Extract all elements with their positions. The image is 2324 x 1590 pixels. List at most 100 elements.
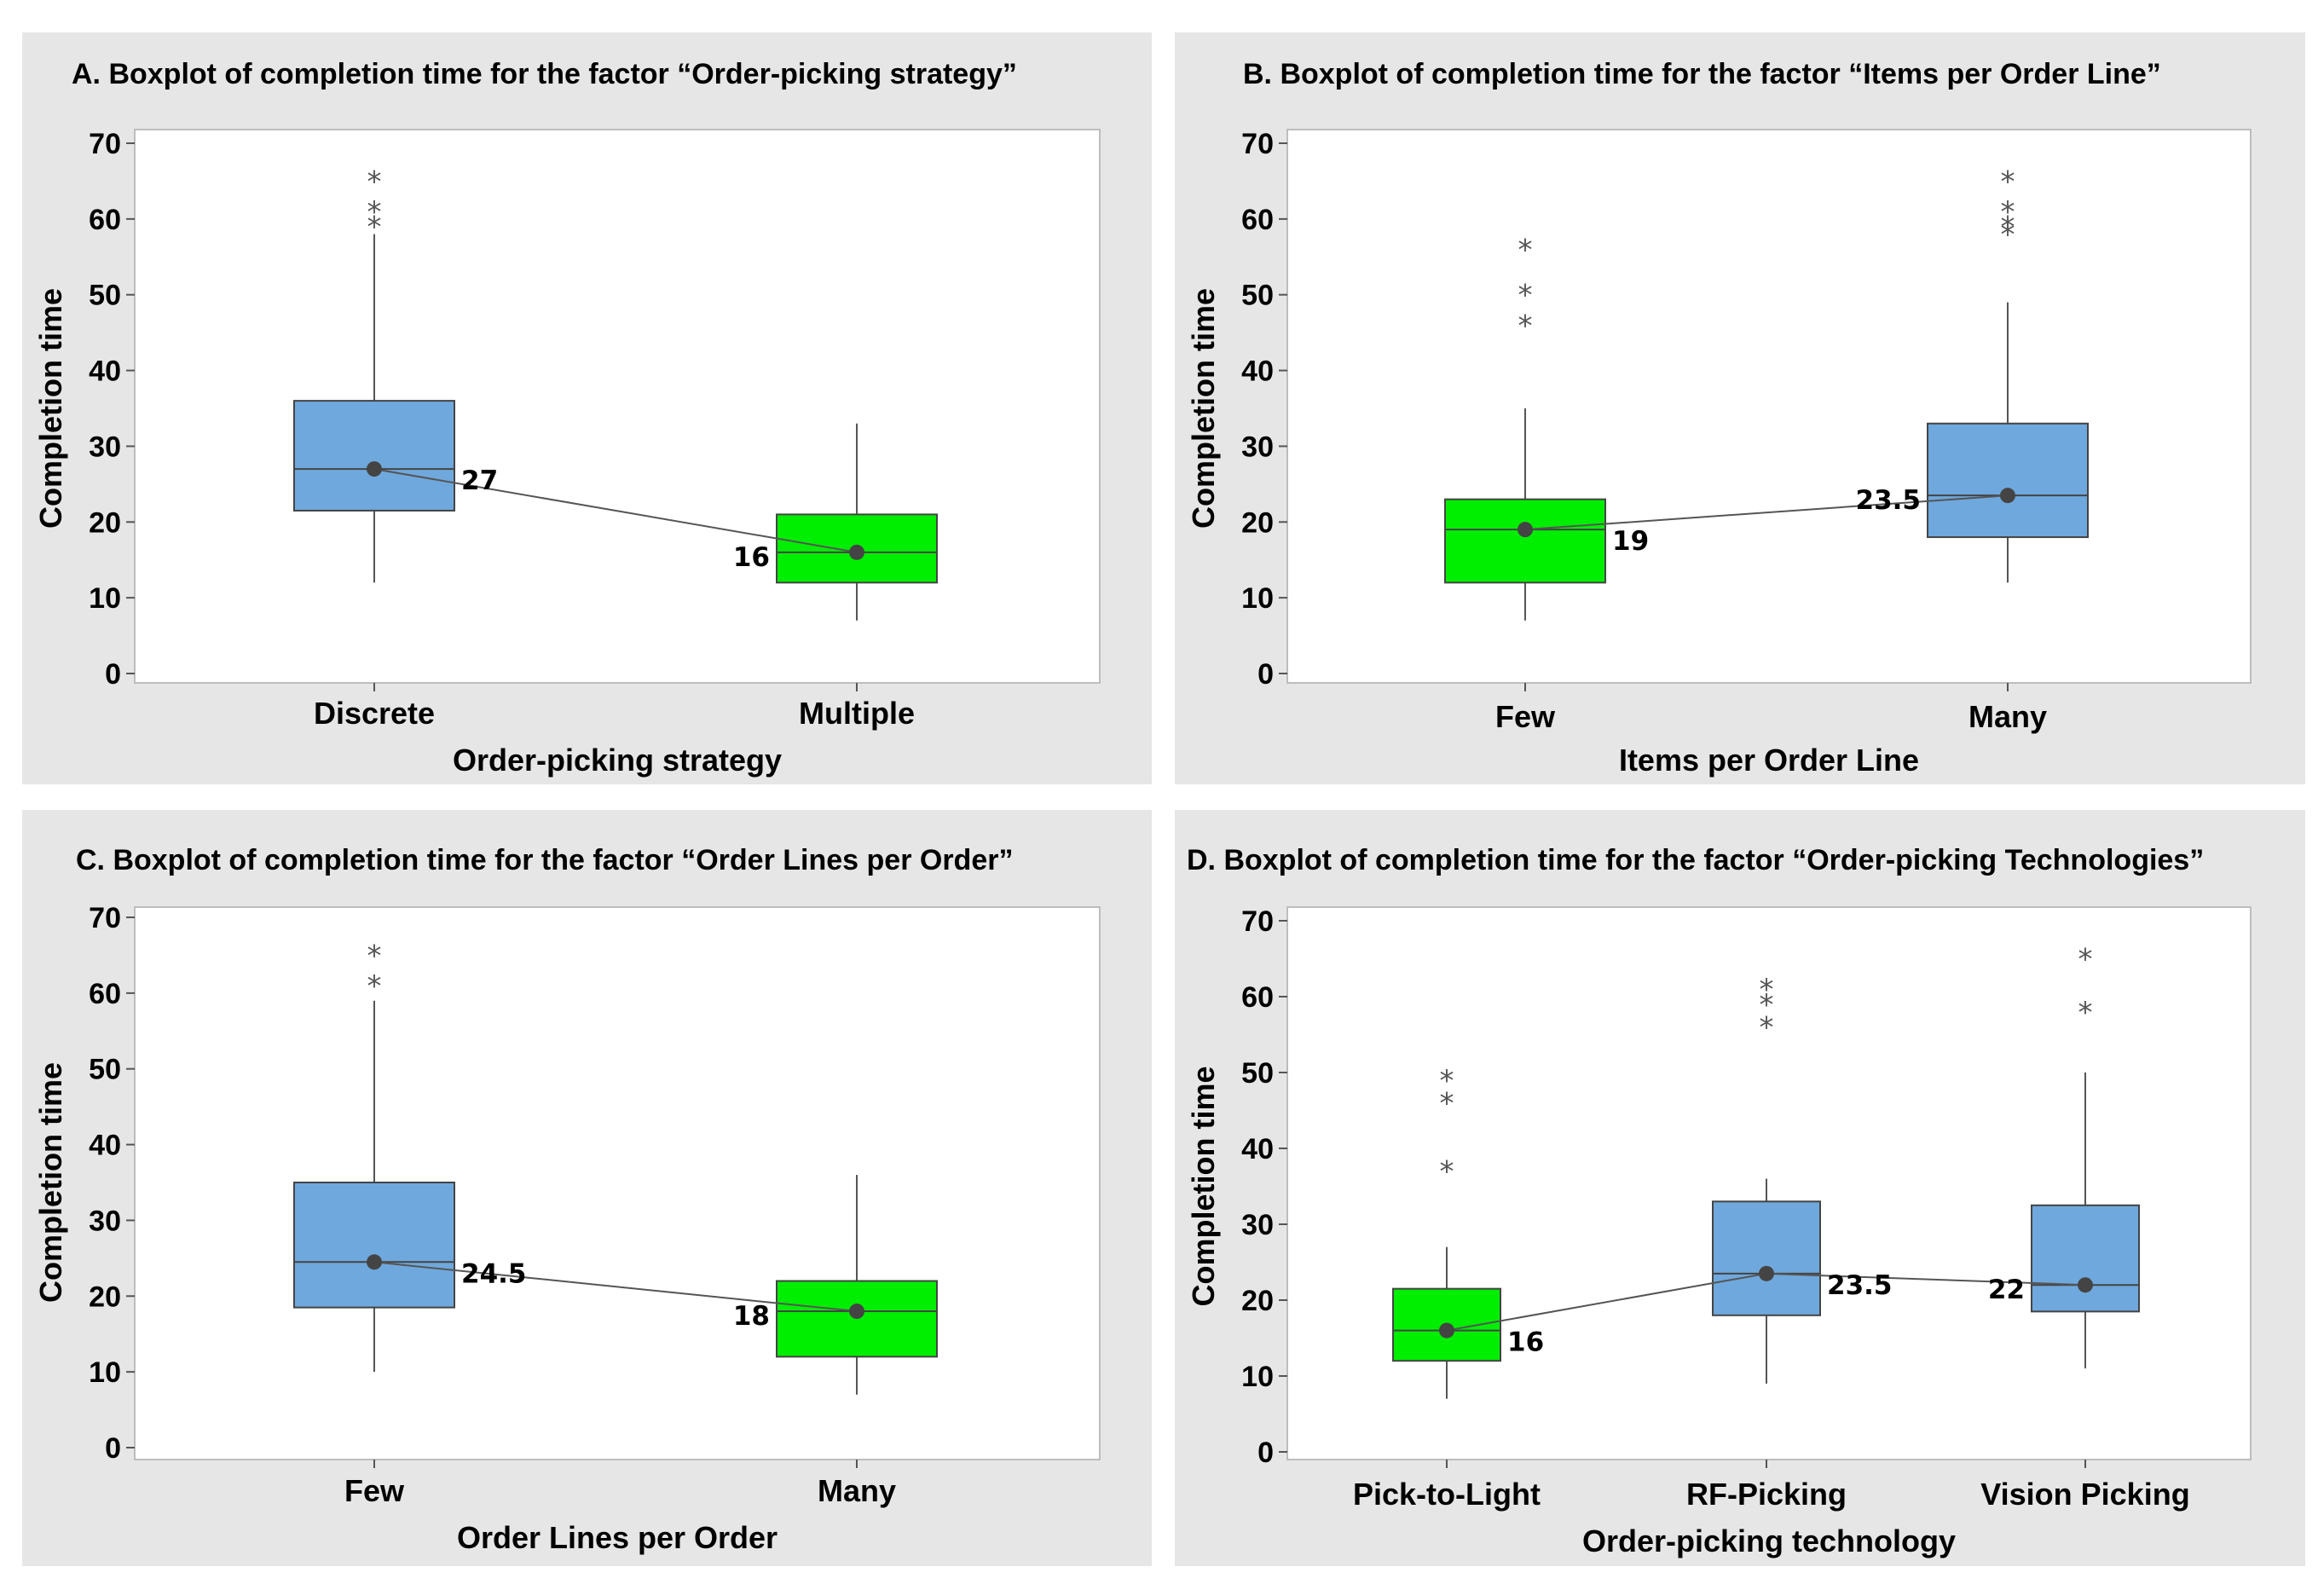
y-tick-label: 10: [1241, 582, 1274, 615]
y-tick-label: 0: [105, 658, 121, 691]
y-tick-label: 60: [89, 204, 121, 236]
y-tick-label: 20: [89, 1281, 121, 1313]
outlier-marker: *: [2001, 195, 2015, 229]
box: [293, 1182, 455, 1309]
y-tick-label: 0: [1257, 658, 1274, 691]
y-tick-label: 50: [1241, 280, 1274, 312]
y-tick-label: 60: [1241, 204, 1274, 236]
mean-value-label: 24.5: [461, 1258, 527, 1289]
y-tick-label: 20: [1241, 506, 1274, 539]
y-axis-label: Completion time: [1186, 1066, 1221, 1306]
x-tick-label: Pick-to-Light: [1353, 1477, 1541, 1512]
mean-marker: [849, 1304, 864, 1320]
y-tick-label: 20: [89, 506, 121, 539]
mean-marker: [849, 544, 864, 560]
outlier-marker: *: [367, 939, 382, 973]
x-axis-label: Order-picking technology: [1582, 1524, 1956, 1558]
x-tick-label: Many: [818, 1473, 896, 1508]
outlier-marker: *: [1440, 1155, 1454, 1189]
outlier-marker: *: [2078, 943, 2093, 977]
y-tick-label: 50: [1241, 1057, 1274, 1090]
mean-value-label: 23.5: [1827, 1270, 1893, 1301]
chart-title: A. Boxplot of completion time for the fa…: [72, 58, 1017, 90]
outlier-marker: *: [1518, 233, 1533, 267]
plot-area: [134, 129, 1101, 684]
mean-marker: [2000, 488, 2015, 504]
x-tick-label: Vision Picking: [1980, 1477, 2189, 1512]
y-tick-label: 0: [1257, 1437, 1274, 1469]
y-tick-label: 50: [89, 1054, 121, 1086]
mean-value-label: 18: [733, 1301, 770, 1332]
y-tick-label: 10: [89, 582, 121, 615]
mean-marker: [2078, 1277, 2093, 1293]
mean-marker: [367, 461, 382, 477]
x-tick-label: Few: [344, 1473, 405, 1508]
mean-connect-line: [1766, 1272, 2086, 1286]
outlier-marker: *: [2078, 996, 2093, 1030]
outlier-marker: *: [1760, 973, 1774, 1007]
chart-title: C. Boxplot of completion time for the fa…: [76, 844, 1013, 876]
mean-value-label: 23.5: [1856, 485, 1922, 516]
x-axis-label: Order Lines per Order: [457, 1520, 778, 1555]
mean-marker: [367, 1254, 382, 1270]
plot-area: [134, 906, 1101, 1460]
mean-value-label: 27: [461, 465, 498, 496]
outlier-marker: *: [2001, 211, 2015, 245]
chart-title: B. Boxplot of completion time for the fa…: [1243, 58, 2161, 90]
y-tick-label: 70: [1241, 128, 1274, 160]
box: [293, 400, 455, 512]
y-axis-label: Completion time: [33, 288, 68, 529]
x-axis-label: Items per Order Line: [1619, 743, 1919, 778]
y-tick-label: 30: [89, 1205, 121, 1237]
mean-marker: [1439, 1322, 1454, 1338]
mean-value-label: 16: [733, 542, 770, 573]
y-tick-label: 30: [1241, 431, 1274, 463]
outlier-marker: *: [1518, 279, 1533, 313]
y-tick-label: 70: [1241, 905, 1274, 938]
outlier-marker: *: [1760, 1011, 1774, 1045]
panel-a: A. Boxplot of completion time for the fa…: [22, 32, 1152, 784]
y-tick-label: 20: [1241, 1285, 1274, 1317]
y-tick-label: 70: [89, 128, 121, 160]
box: [1927, 422, 2089, 539]
x-tick-label: Few: [1495, 699, 1556, 734]
mean-connect-line: [373, 1261, 858, 1313]
outlier-marker: *: [367, 195, 382, 229]
x-tick-label: Many: [1968, 699, 2047, 734]
plot-area: [1286, 906, 2252, 1460]
mean-connect-line: [1446, 1272, 1767, 1332]
panel-c: C. Boxplot of completion time for the fa…: [22, 810, 1152, 1566]
outlier-marker: *: [367, 969, 382, 1003]
outlier-marker: *: [2001, 218, 2015, 252]
y-tick-label: 40: [89, 356, 121, 388]
mean-marker: [1759, 1265, 1774, 1281]
x-tick-label: Discrete: [314, 696, 435, 731]
y-tick-label: 50: [89, 280, 121, 312]
chart-title: D. Boxplot of completion time for the fa…: [1187, 844, 2204, 876]
box: [2031, 1204, 2140, 1313]
outlier-marker: *: [1518, 309, 1533, 343]
mean-marker: [1518, 522, 1533, 538]
mean-value-label: 19: [1612, 526, 1649, 557]
outlier-marker: *: [367, 211, 382, 245]
mean-connect-line: [1524, 494, 2009, 531]
y-tick-label: 10: [89, 1356, 121, 1389]
outlier-marker: *: [1440, 1087, 1454, 1121]
y-tick-label: 30: [89, 431, 121, 463]
y-tick-label: 60: [89, 978, 121, 1010]
y-tick-label: 10: [1241, 1361, 1274, 1393]
y-axis-label: Completion time: [1186, 288, 1221, 529]
panel-d: D. Boxplot of completion time for the fa…: [1175, 810, 2305, 1566]
y-tick-label: 40: [89, 1130, 121, 1162]
box: [1444, 498, 1606, 584]
box: [1712, 1200, 1821, 1316]
x-axis-label: Order-picking strategy: [453, 743, 782, 778]
mean-connect-line: [373, 468, 858, 553]
y-tick-label: 60: [1241, 981, 1274, 1014]
mean-value-label: 22: [1988, 1275, 2025, 1305]
x-tick-label: Multiple: [799, 696, 915, 731]
y-tick-label: 70: [89, 902, 121, 934]
mean-value-label: 16: [1507, 1327, 1544, 1358]
y-axis-label: Completion time: [33, 1062, 68, 1303]
outlier-marker: *: [1760, 988, 1774, 1022]
